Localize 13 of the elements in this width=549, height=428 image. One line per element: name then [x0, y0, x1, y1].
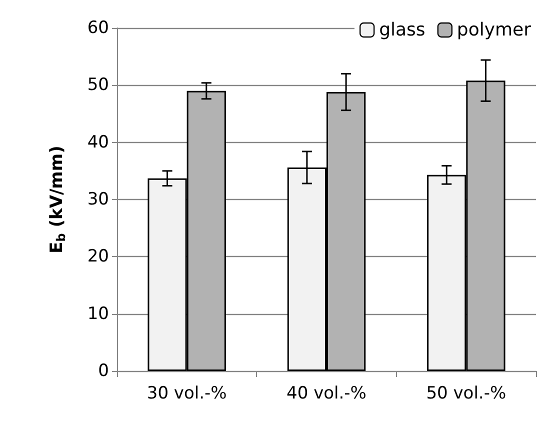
- x-tick-label: 50 vol.-%: [426, 384, 506, 404]
- y-tick-label: 30: [87, 190, 109, 210]
- y-tick-label: 40: [87, 132, 109, 152]
- y-tick-label: 0: [98, 361, 109, 381]
- legend-label: polymer: [456, 20, 532, 40]
- y-tick-label: 10: [87, 304, 109, 324]
- y-axis-title: Eb (kV/mm): [47, 146, 68, 254]
- y-tick-label: 50: [87, 75, 109, 96]
- x-tick-label: 40 vol.-%: [286, 384, 366, 404]
- y-tick-label: 60: [87, 18, 109, 38]
- y-tick-label: 20: [87, 246, 109, 267]
- x-tick-label: 30 vol.-%: [146, 384, 227, 404]
- legend-label: glass: [379, 20, 426, 40]
